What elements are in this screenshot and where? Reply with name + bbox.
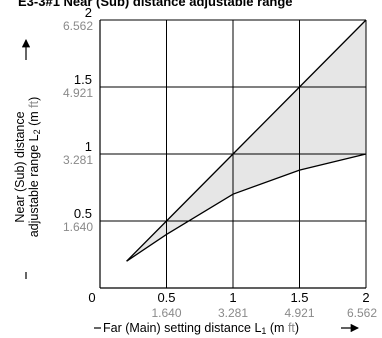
origin-label: 0	[88, 290, 95, 305]
x-axis-label: Far (Main) setting distance L1 (m ft)	[94, 321, 360, 336]
y-tick-m-2: 1.5	[74, 72, 92, 87]
y-tick-ft-1: 3.281	[63, 153, 93, 167]
x-tick-ft-0: 1.640	[151, 306, 181, 320]
x-tick-m-1: 1	[229, 290, 236, 305]
x-axis-label-unit-open: (m	[266, 321, 288, 335]
upper-bound-line	[126, 19, 367, 262]
y-axis-label-text: adjustable range L	[27, 134, 41, 237]
y-axis-label-unit-ft: ft	[27, 100, 41, 107]
x-tick-m-2: 1.5	[290, 290, 308, 305]
x-tick-m-3: 2	[362, 290, 369, 305]
chart-title: E3-3#1 Near (Sub) distance adjustable ra…	[18, 0, 293, 9]
x-axis-label-unit-ft: ft	[288, 321, 295, 335]
y-axis-label: Near (Sub) distance adjustable range L2 …	[13, 97, 42, 238]
svg-text:Far (Main) setting distance L1: Far (Main) setting distance L1 (m ft)	[103, 321, 299, 336]
x-tick-labels: 0.51.640 13.281 1.54.921 26.562	[151, 290, 377, 320]
x-axis-label-unit-close: )	[295, 321, 299, 335]
grid	[99, 19, 367, 289]
y-tick-ft-3: 6.562	[63, 19, 93, 33]
y-tick-m-3: 2	[85, 5, 92, 20]
y-tick-m-0: 0.5	[74, 206, 92, 221]
y-tick-ft-2: 4.921	[63, 86, 93, 100]
x-axis-label-text: Far (Main) setting distance L	[103, 321, 261, 335]
y-axis-label-sub: 2	[32, 129, 42, 134]
x-tick-m-0: 0.5	[157, 290, 175, 305]
y-axis-label-line1: Near (Sub) distance	[13, 111, 27, 222]
x-axis-label-sub: 1	[261, 326, 266, 336]
y-tick-labels: 0.51.640 13.281 1.54.921 26.562	[63, 5, 93, 234]
x-tick-ft-2: 4.921	[284, 306, 314, 320]
y-axis-label-unit-close: )	[27, 97, 41, 101]
y-tick-m-1: 1	[85, 139, 92, 154]
y-axis-label-unit-open: (m	[27, 108, 41, 130]
x-tick-ft-3: 6.562	[347, 306, 377, 320]
lower-bound-line	[126, 153, 367, 262]
svg-text:adjustable range L2 (m ft): adjustable range L2 (m ft)	[27, 97, 42, 238]
y-tick-ft-0: 1.640	[63, 220, 93, 234]
x-tick-ft-1: 3.281	[218, 306, 248, 320]
